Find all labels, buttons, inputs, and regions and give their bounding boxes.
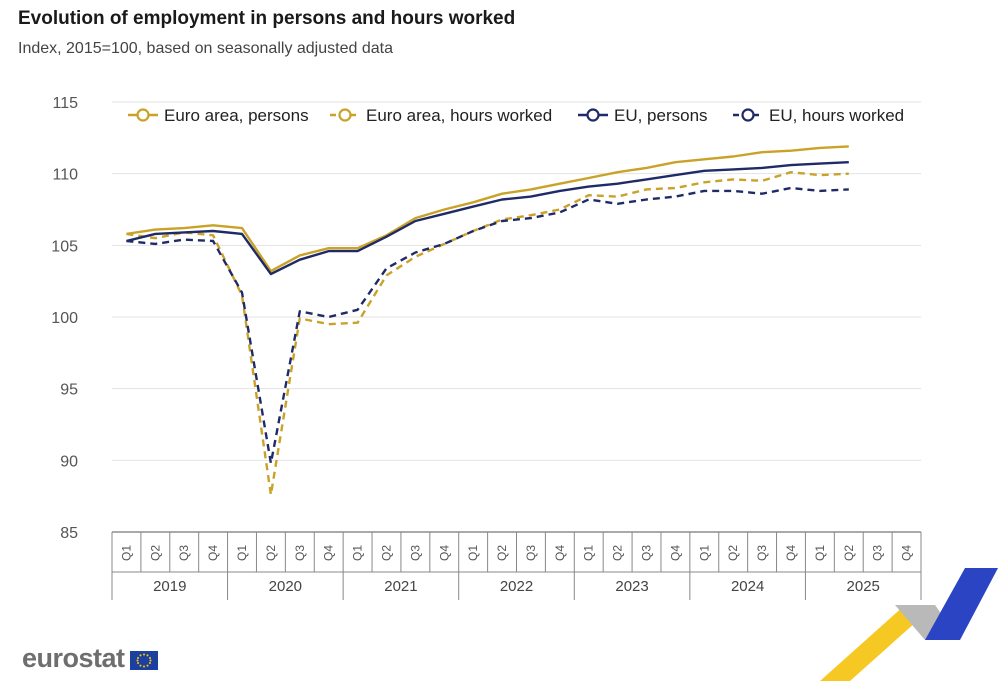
legend: Euro area, persons Euro area, hours worke… [128,106,904,125]
x-tick-label-quarter: Q4 [784,545,798,561]
y-tick-label: 95 [60,382,78,399]
y-tick-label: 105 [51,238,78,255]
x-year-label: 2023 [615,578,648,595]
x-year-label: 2021 [384,578,417,595]
y-tick-label: 100 [51,310,78,327]
legend-label: EU, persons [614,106,708,125]
x-tick-label-quarter: Q2 [495,545,509,561]
legend-item[interactable]: EU, persons [578,106,708,125]
x-tick-label-quarter: Q2 [264,545,278,561]
series-line-3 [126,161,849,276]
y-tick-label: 85 [60,525,78,542]
eurostat-logo: eurostat [22,643,158,674]
decorative-ribbon-graphic [820,568,998,681]
x-tick-label-quarter: Q2 [148,545,162,561]
x-tick-label-quarter: Q4 [553,545,567,561]
legend-item[interactable]: Euro area, persons [128,106,309,125]
series-lines [126,145,849,496]
x-axis: Q1 Q2 Q3 Q4 Q1 Q2 Q3 Q4 Q1 Q2 Q3 Q4 Q1 Q2 Q3 Q4 Q1 Q2 Q3 Q4… [111,531,922,600]
x-tick-label-quarter: Q3 [408,545,422,561]
x-tick-label-quarter: Q3 [293,545,307,561]
x-year-label: 2022 [500,578,533,595]
chart-subtitle: Index, 2015=100, based on seasonally adj… [18,40,393,57]
x-tick-label-quarter: Q1 [582,545,596,561]
x-tick-label-quarter: Q3 [871,545,885,561]
x-year-label: 2024 [731,578,764,595]
x-tick-label-quarter: Q4 [668,545,682,561]
x-tick-label-quarter: Q1 [235,545,249,561]
y-tick-label: 90 [60,453,78,470]
x-year-label: 2025 [847,578,880,595]
y-tick-label: 115 [52,95,78,112]
x-tick-label-quarter: Q3 [177,545,191,561]
x-tick-label-quarter: Q4 [437,545,451,561]
x-tick-label-quarter: Q1 [813,545,827,561]
x-tick-label-quarter: Q1 [466,545,480,561]
x-tick-label-quarter: Q4 [900,545,914,561]
gridlines [112,101,921,533]
x-year-label: 2019 [153,578,186,595]
series-line-4 [126,186,849,465]
series-line-2 [126,170,849,496]
x-tick-label-quarter: Q1 [351,545,365,561]
y-tick-label: 110 [52,167,78,184]
x-tick-label-quarter: Q4 [206,545,220,561]
x-tick-label-quarter: Q1 [697,545,711,561]
x-tick-label-quarter: Q4 [322,545,336,561]
x-tick-label-quarter: Q2 [726,545,740,561]
series-line-1 [126,145,849,273]
x-year-label: 2020 [269,578,302,595]
legend-item[interactable]: EU, hours worked [733,106,904,125]
legend-label: Euro area, persons [164,106,309,125]
x-tick-label-quarter: Q1 [119,545,133,561]
legend-item[interactable]: Euro area, hours worked [330,106,552,125]
eu-flag-icon [129,651,158,670]
x-tick-label-quarter: Q3 [524,545,538,561]
x-tick-label-quarter: Q2 [611,545,625,561]
y-axis-tick-labels: 85 90 95 100 105 110 115 [51,95,78,542]
legend-marker [741,108,755,122]
legend-marker [338,108,352,122]
x-tick-label-quarter: Q3 [640,545,654,561]
x-tick-label-quarter: Q2 [842,545,856,561]
eurostat-logo-text: eurostat [22,643,125,673]
legend-marker [136,108,150,122]
legend-marker [586,108,600,122]
x-tick-label-quarter: Q3 [755,545,769,561]
legend-label: EU, hours worked [769,106,904,125]
x-tick-label-quarter: Q2 [379,545,393,561]
legend-label: Euro area, hours worked [366,106,552,125]
chart-title: Evolution of employment in persons and h… [18,8,516,29]
